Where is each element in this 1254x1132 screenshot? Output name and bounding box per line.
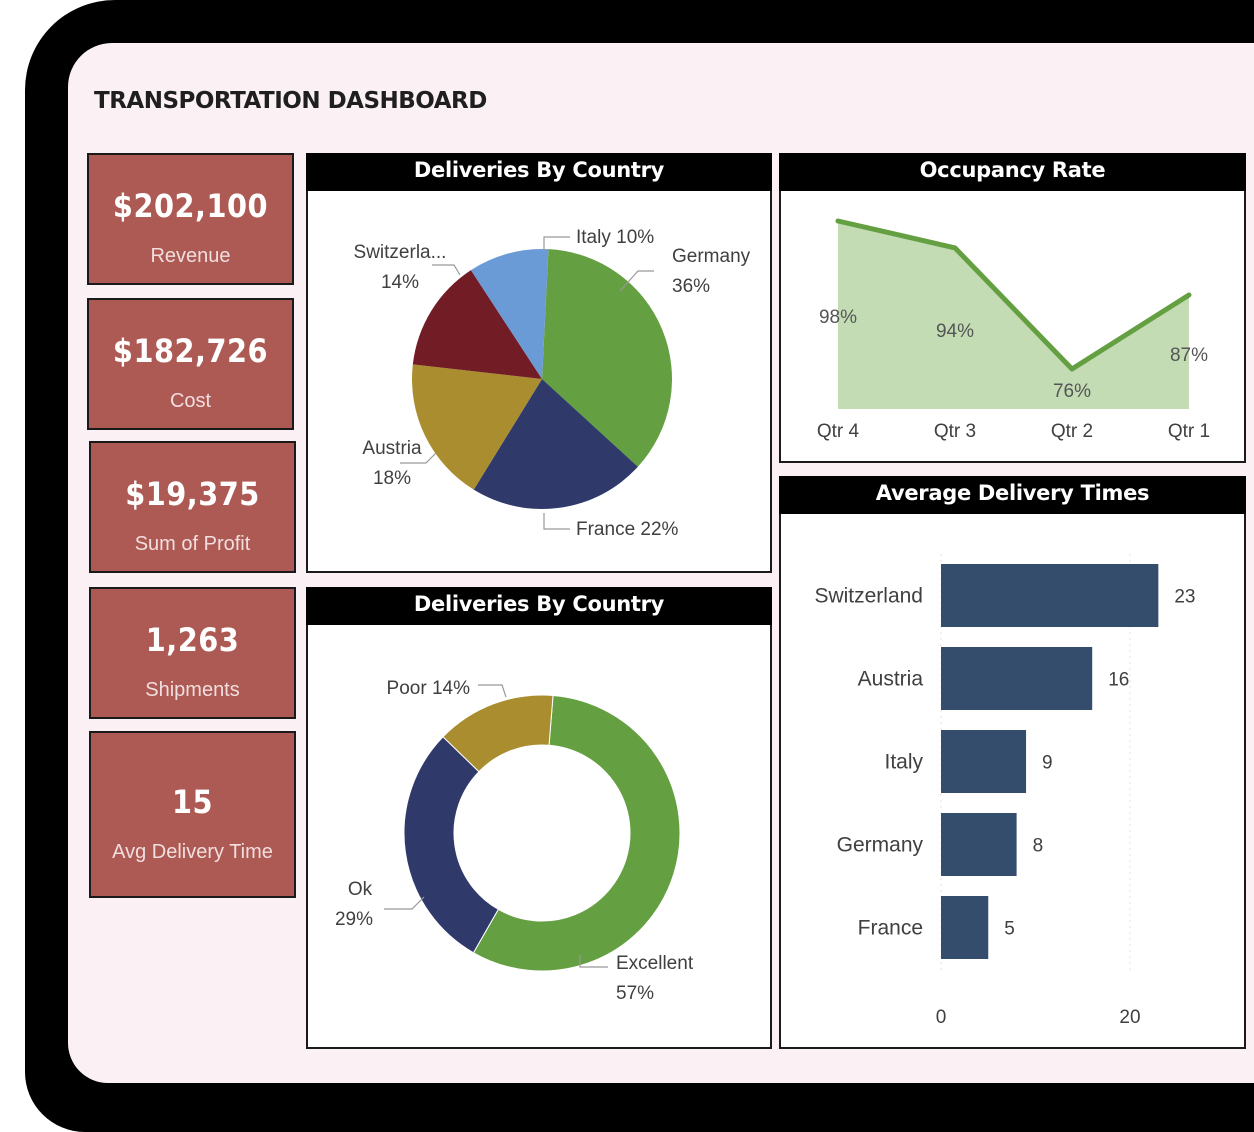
occupancy-x-tick: Qtr 1 (1168, 421, 1210, 442)
occupancy-chart[interactable]: 98% 94% 76% 87% Qtr 4 Qtr 3 Qtr 2 Qtr 1 (781, 191, 1244, 461)
kpi-label: Sum of Profit (134, 533, 251, 555)
kpi-revenue[interactable]: $202,100 Revenue (87, 153, 294, 285)
kpi-label: Cost (169, 390, 212, 412)
donut-segment (472, 694, 681, 972)
pie-label: Italy 10% (576, 227, 654, 248)
pie-label: Germany (672, 246, 751, 267)
kpi-profit[interactable]: $19,375 Sum of Profit (89, 441, 296, 573)
pie-label-pct: 14% (381, 272, 419, 293)
occupancy-value-label: 76% (1053, 381, 1091, 402)
occupancy-value-label: 98% (819, 307, 857, 328)
occupancy-x-tick: Qtr 2 (1051, 421, 1093, 442)
pie-slice (473, 379, 638, 509)
bar-category-label: France (858, 917, 923, 940)
kpi-shipments[interactable]: 1,263 Shipments (89, 587, 296, 719)
bar-value-label: 8 (1033, 836, 1044, 857)
occupancy-line (835, 218, 1192, 372)
panel-title: Deliveries By Country (306, 153, 772, 191)
bar-x-tick: 20 (1119, 1007, 1140, 1028)
donut-segment (442, 694, 554, 773)
pie-label: Austria (362, 438, 422, 459)
pie-label-pct: 36% (672, 276, 710, 297)
pie-leader-line (619, 270, 654, 292)
kpi-value: $182,726 (112, 332, 269, 370)
kpi-label: Shipments (145, 679, 240, 701)
kpi-value: $202,100 (112, 187, 269, 225)
occupancy-x-tick: Qtr 3 (934, 421, 976, 442)
pie-label: Switzerla... (354, 242, 447, 263)
panel-title: Average Delivery Times (779, 476, 1246, 514)
occupancy-value-label: 94% (936, 321, 974, 342)
bar-value-label: 9 (1042, 753, 1053, 774)
occupancy-panel[interactable]: Occupancy Rate 98% 94% 76% 87% Qtr 4 Qtr 3 Qtr… (779, 153, 1246, 463)
bar-category-label: Switzerland (814, 585, 923, 608)
pie-leader-line (432, 264, 461, 276)
pie-label: France 22% (576, 519, 679, 540)
donut-leader-line (579, 955, 608, 968)
pie-slice (542, 249, 672, 467)
kpi-cost[interactable]: $182,726 Cost (87, 298, 294, 430)
occupancy-value-label: 87% (1170, 345, 1208, 366)
pie-slice (470, 249, 549, 379)
kpi-label: Revenue (150, 245, 231, 267)
donut-label: Poor 14% (387, 678, 471, 699)
panel-title: Occupancy Rate (779, 153, 1246, 191)
pie-slice (412, 364, 542, 490)
bar (941, 896, 989, 959)
bar-category-label: Austria (858, 668, 924, 691)
kpi-value: 15 (171, 783, 214, 821)
pie-leader-line (400, 452, 437, 464)
pie-panel[interactable]: Deliveries By Country Germany 36% France 2… (306, 153, 772, 573)
bar-category-label: Italy (884, 751, 923, 774)
pie-leader-line (543, 236, 570, 251)
donut-leader-line (478, 684, 507, 698)
kpi-value: $19,375 (125, 475, 260, 513)
donut-leader-line (384, 896, 425, 910)
donut-label-pct: 29% (335, 909, 373, 930)
pie-slice (412, 270, 542, 379)
kpi-label: Avg Delivery Time (112, 841, 273, 863)
bar-category-label: Germany (837, 834, 924, 857)
donut-chart[interactable]: Excellent 57% Ok 29% Poor 14% (308, 625, 770, 1047)
donut-label: Excellent (616, 953, 694, 974)
occupancy-x-tick: Qtr 4 (817, 421, 860, 442)
donut-segment (403, 736, 499, 954)
bar (941, 564, 1159, 627)
delivery-times-panel[interactable]: Average Delivery Times Switzerland 23 Aust… (779, 476, 1246, 1049)
bar-value-label: 5 (1004, 919, 1015, 940)
donut-label-pct: 57% (616, 983, 654, 1004)
donut-label: Ok (348, 879, 373, 900)
page-title: TRANSPORTATION DASHBOARD (94, 88, 487, 114)
panel-title: Deliveries By Country (306, 587, 772, 625)
donut-panel[interactable]: Deliveries By Country Excellent 57% Ok 29% P… (306, 587, 772, 1049)
bar-value-label: 23 (1174, 587, 1195, 608)
kpi-avg-delivery[interactable]: 15 Avg Delivery Time (89, 731, 296, 898)
kpi-value: 1,263 (145, 621, 240, 659)
delivery-times-chart[interactable]: Switzerland 23 Austria 16 Italy 9 Germany 8 Fran… (781, 514, 1244, 1047)
occupancy-area (838, 221, 1189, 409)
pie-leader-line (543, 513, 570, 530)
bar (941, 730, 1027, 793)
pie-label-pct: 18% (373, 468, 411, 489)
bar-value-label: 16 (1108, 670, 1129, 691)
pie-chart[interactable]: Germany 36% France 22% Austria 18% Switzerla.… (308, 191, 770, 571)
bar (941, 647, 1093, 710)
bar-x-tick: 0 (936, 1007, 947, 1028)
bar (941, 813, 1017, 876)
